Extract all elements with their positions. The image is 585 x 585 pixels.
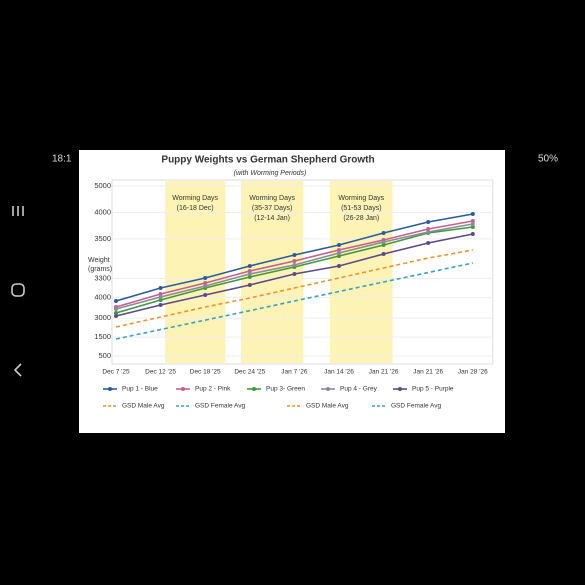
legend-label: GSD Male Avg xyxy=(306,403,349,410)
legend-label: Pup 3- Green xyxy=(266,386,305,393)
data-point xyxy=(337,247,341,252)
x-tick-label: Jan 21 '26 xyxy=(413,369,443,376)
y-tick-label: 5000 xyxy=(94,181,111,190)
data-point xyxy=(470,224,475,229)
data-point xyxy=(426,220,431,225)
data-point xyxy=(203,281,208,286)
data-point xyxy=(337,243,341,248)
status-battery: 50% xyxy=(538,154,558,165)
data-point xyxy=(381,252,386,256)
legend-dot xyxy=(326,387,330,391)
legend-label: Pup 4 - Grey xyxy=(340,386,378,393)
legend-label: GSD Male Avg xyxy=(122,403,165,410)
x-tick-label: Dec 18 '25 xyxy=(190,369,221,376)
data-point xyxy=(292,262,297,267)
band-label: Worming Days xyxy=(338,195,384,202)
data-point xyxy=(247,271,252,276)
data-point xyxy=(203,275,208,280)
data-point xyxy=(158,292,163,297)
chart-subtitle: (with Worming Periods) xyxy=(234,170,307,177)
data-point xyxy=(426,226,431,231)
data-point xyxy=(381,243,386,248)
data-point xyxy=(337,251,341,256)
data-point xyxy=(114,311,118,316)
data-point xyxy=(158,298,163,303)
data-point xyxy=(381,239,386,244)
data-point xyxy=(337,254,341,259)
nav-bar xyxy=(11,206,25,377)
y-tick-label: 3300 xyxy=(94,274,111,283)
band-label: (16-18 Dec) xyxy=(177,205,214,212)
series-line xyxy=(115,249,473,328)
legend-dot xyxy=(181,387,185,391)
data-point xyxy=(158,294,163,299)
data-point xyxy=(381,230,386,235)
legend-dot xyxy=(108,387,112,391)
x-tick-label: Dec 24 '25 xyxy=(234,369,265,376)
band-label: (12-14 Jan) xyxy=(254,215,290,222)
chart-title: Puppy Weights vs German Shepherd Growth xyxy=(161,155,374,166)
data-point xyxy=(203,292,208,297)
y-axis-label: Weight (grams) xyxy=(88,257,112,273)
data-point xyxy=(470,218,475,223)
data-point xyxy=(247,269,252,273)
y-tick-label: 1500 xyxy=(94,332,111,341)
y-tick-label: 3000 xyxy=(94,313,111,322)
x-tick-label: Dec 12 '25 xyxy=(145,369,176,376)
y-tick-label: 4000 xyxy=(94,292,111,301)
x-tick-label: Jan 7 '26 xyxy=(281,369,308,376)
status-time: 18:1 xyxy=(52,154,72,165)
legend-dot xyxy=(398,387,402,391)
plot: Worming Days (16-18 Dec) Worming Days (35-3… xyxy=(94,179,494,410)
recents-button[interactable] xyxy=(12,206,24,216)
data-point xyxy=(158,303,163,307)
data-point xyxy=(470,222,475,227)
data-point xyxy=(247,275,252,280)
data-point xyxy=(158,286,163,290)
worming-band xyxy=(165,181,226,363)
x-tick-label: Jan 28 '26 xyxy=(458,369,488,376)
data-point xyxy=(247,264,252,269)
legend-label: GSD Female Avg xyxy=(195,403,245,410)
data-point xyxy=(337,264,341,269)
data-point xyxy=(470,211,475,216)
data-point xyxy=(426,241,431,246)
data-point xyxy=(426,230,431,235)
data-point xyxy=(114,307,118,312)
data-point xyxy=(292,258,297,263)
y-tick-label: 500 xyxy=(98,351,111,360)
x-tick-label: Dec 7 '25 xyxy=(102,369,130,376)
legend-label: GSD Female Avg xyxy=(391,403,441,410)
band-label: (26-28 Jan) xyxy=(343,215,379,222)
worming-band xyxy=(330,181,393,363)
x-tick-label: Jan 14 '26 xyxy=(324,369,354,376)
legend-label: Pup 2 - Pink xyxy=(195,386,231,393)
series-line xyxy=(115,262,473,340)
y-label-line: Weight xyxy=(88,257,110,264)
legend-label: Pup 5 - Purple xyxy=(412,386,454,393)
data-point xyxy=(203,283,208,288)
data-point xyxy=(114,298,118,303)
data-point xyxy=(292,271,297,276)
back-button[interactable] xyxy=(13,363,22,377)
y-label-line: (grams) xyxy=(88,266,112,273)
legend-label: Pup 1 - Blue xyxy=(122,386,158,393)
x-tick-label: Jan 21 '26 xyxy=(369,369,399,376)
data-point xyxy=(292,253,297,258)
band-label: (35-37 Days) xyxy=(252,205,292,212)
home-button[interactable] xyxy=(11,283,25,297)
y-tick-label: 4000 xyxy=(94,207,111,216)
data-point xyxy=(470,232,475,237)
data-point xyxy=(114,313,118,318)
band-label: (51-53 Days) xyxy=(341,205,381,212)
band-label: Worming Days xyxy=(172,195,218,202)
band-label: Worming Days xyxy=(249,195,295,202)
data-point xyxy=(247,283,252,288)
y-tick-label: 3500 xyxy=(94,234,111,243)
legend-dot xyxy=(252,387,256,391)
